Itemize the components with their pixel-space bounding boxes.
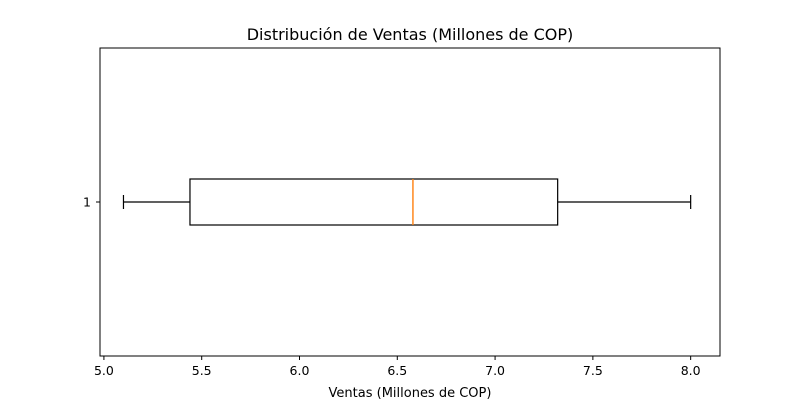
x-tick-label: 7.0 — [485, 363, 505, 378]
x-axis-label: Ventas (Millones de COP) — [329, 386, 492, 400]
boxes — [122, 178, 692, 226]
x-axis: 5.0 5.5 6.0 6.5 7.0 7.5 8.0 — [94, 356, 701, 378]
x-tick-label: 6.5 — [387, 363, 407, 378]
x-tick-label: 5.5 — [192, 363, 212, 378]
x-tick-label: 6.0 — [290, 363, 310, 378]
x-tick-label: 8.0 — [681, 363, 701, 378]
x-tick-label: 7.5 — [583, 363, 603, 378]
y-axis: 1 — [83, 195, 100, 210]
y-tick-label: 1 — [83, 195, 91, 210]
box-1 — [122, 178, 692, 226]
x-tick-label: 5.0 — [94, 363, 114, 378]
chart-title: Distribución de Ventas (Millones de COP) — [247, 25, 574, 44]
iqr-box — [189, 178, 559, 226]
